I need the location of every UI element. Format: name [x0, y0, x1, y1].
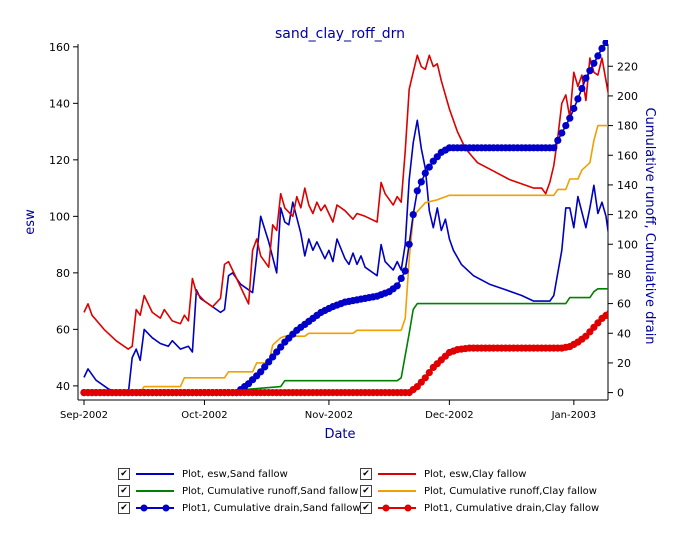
legend-swatch — [136, 473, 174, 475]
legend-label: Plot, Cumulative runoff,Sand fallow — [182, 485, 359, 497]
legend-swatch-marker — [382, 504, 390, 512]
series-point-4 — [257, 368, 265, 376]
series-point-5 — [602, 311, 608, 319]
series-point-4 — [413, 187, 421, 195]
series-point-4 — [598, 44, 606, 53]
legend-swatch-marker — [140, 504, 148, 512]
series-point-4 — [393, 282, 401, 290]
y2-tick-label: 160 — [617, 149, 638, 162]
legend-item[interactable]: ✔ Plot, Cumulative runoff,Clay fallow — [360, 483, 597, 499]
y2-tick-label: 100 — [617, 238, 638, 251]
y-tick-label: 120 — [49, 154, 70, 167]
legend-checkbox[interactable]: ✔ — [118, 468, 130, 480]
series-point-5 — [421, 374, 429, 382]
y-tick-label: 60 — [56, 323, 70, 336]
y-tick-label: 140 — [49, 97, 70, 110]
legend-swatch — [378, 504, 416, 512]
x-axis-label: Date — [324, 427, 355, 442]
legend-checkbox[interactable]: ✔ — [360, 485, 372, 497]
y-tick-label: 80 — [56, 267, 70, 280]
series-point-4 — [417, 178, 425, 186]
legend-item[interactable]: ✔ Plot, Cumulative runoff,Sand fallow — [118, 483, 358, 499]
y2-tick-label: 200 — [617, 90, 638, 103]
legend-label: Plot, esw,Sand fallow — [182, 468, 288, 480]
series-point-4 — [586, 67, 594, 75]
legend-checkbox[interactable]: ✔ — [118, 485, 130, 497]
x-tick-label: Oct-2002 — [181, 410, 227, 421]
series-point-5 — [606, 309, 608, 316]
legend-item[interactable]: ✔ Plot1, Cumulative drain,Clay fallow — [360, 500, 599, 516]
series-point-4 — [582, 74, 590, 82]
legend-checkbox[interactable]: ✔ — [360, 502, 372, 514]
legend-item[interactable]: ✔ Plot, esw,Clay fallow — [360, 466, 526, 482]
series-line-3 — [84, 124, 608, 394]
series-point-4 — [578, 84, 586, 93]
x-tick-label: Jan-2003 — [551, 410, 596, 421]
series-point-4 — [554, 136, 562, 144]
y-axis-label: esw — [23, 209, 38, 235]
plot-area: sand_clay_roff_drn Date esw Cumulative runo… — [23, 26, 657, 442]
series-point-4 — [409, 211, 417, 219]
chart-title: sand_clay_roff_drn — [275, 26, 405, 42]
series-point-4 — [265, 358, 273, 366]
series-point-4 — [550, 144, 558, 152]
legend-swatch — [378, 490, 416, 492]
y-tick-label: 160 — [49, 41, 70, 54]
legend-label: Plot1, Cumulative drain,Clay fallow — [424, 502, 600, 514]
y2-tick-label: 220 — [617, 60, 638, 73]
legend-item[interactable]: ✔ Plot1, Cumulative drain,Sand fallow — [118, 500, 361, 516]
legend-label: Plot, Cumulative runoff,Clay fallow — [424, 485, 597, 497]
legend-swatch-marker — [162, 504, 170, 512]
series-point-4 — [273, 348, 281, 356]
legend-swatch — [378, 473, 416, 475]
y2-tick-label: 180 — [617, 120, 638, 133]
series-group — [80, 33, 613, 397]
series-point-4 — [606, 33, 613, 40]
legend-item[interactable]: ✔ Plot, esw,Sand fallow — [118, 466, 288, 482]
series-point-4 — [405, 240, 413, 248]
y2-tick-label: 20 — [617, 357, 631, 370]
series-point-4 — [558, 129, 566, 137]
y2-tick-label: 140 — [617, 179, 638, 192]
series-point-4 — [590, 59, 598, 67]
series-point-4 — [566, 114, 574, 122]
y-tick-label: 100 — [49, 210, 70, 223]
y2-tick-label: 40 — [617, 327, 631, 340]
series-point-4 — [269, 353, 277, 361]
series-point-5 — [425, 369, 433, 377]
series-point-4 — [562, 122, 570, 130]
series-line-0 — [83, 119, 608, 396]
series-point-4 — [261, 363, 269, 371]
legend-checkbox[interactable]: ✔ — [360, 468, 372, 480]
y-tick-label: 40 — [56, 380, 70, 393]
series-line-1 — [83, 54, 608, 350]
series-line-2 — [84, 287, 608, 394]
legend-swatch-marker — [404, 504, 412, 512]
y2-tick-label: 60 — [617, 298, 631, 311]
y2-tick-label: 120 — [617, 209, 638, 222]
x-tick-label: Sep-2002 — [60, 410, 108, 421]
series-point-4 — [594, 52, 602, 60]
series-point-4 — [425, 163, 433, 171]
series-line-4 — [84, 40, 608, 394]
x-tick-label: Dec-2002 — [425, 410, 473, 421]
series-point-4 — [570, 104, 578, 113]
chart-legend: ✔ Plot, esw,Sand fallow ✔ Plot, esw,Clay fa… — [118, 466, 599, 526]
y2-tick-label: 80 — [617, 268, 631, 281]
legend-label: Plot, esw,Clay fallow — [424, 468, 527, 480]
legend-swatch — [136, 490, 174, 492]
series-point-4 — [421, 169, 429, 177]
legend-label: Plot1, Cumulative drain,Sand fallow — [182, 502, 361, 514]
y2-tick-label: 0 — [617, 387, 624, 400]
x-tick-label: Nov-2002 — [305, 410, 353, 421]
series-point-4 — [602, 40, 608, 47]
series-point-4 — [401, 267, 409, 275]
series-point-4 — [277, 343, 285, 351]
series-point-4 — [574, 95, 582, 103]
legend-swatch — [136, 504, 174, 512]
series-point-4 — [397, 274, 405, 282]
y2-axis-label: Cumulative runoff, Cumulative drain — [642, 107, 657, 344]
legend-checkbox[interactable]: ✔ — [118, 502, 130, 514]
